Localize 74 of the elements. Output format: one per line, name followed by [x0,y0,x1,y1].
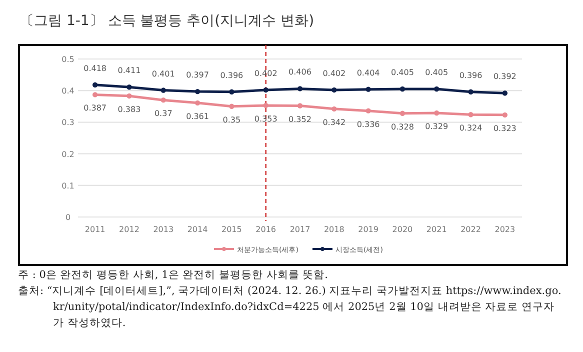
y-tick-label: 0.2 [62,150,74,159]
data-label: 0.328 [391,122,414,132]
data-label: 0.397 [186,70,209,80]
data-label: 0.353 [254,114,278,124]
point [434,86,440,92]
point [194,88,200,94]
x-tick-label: 2017 [290,225,310,234]
x-tick-label: 2015 [222,225,242,234]
point [229,89,234,94]
point [366,108,371,114]
y-tick-label: 0 [65,213,71,222]
point [468,112,474,118]
x-tick-label: 2012 [119,225,140,234]
point [297,86,303,92]
data-label: 0.324 [459,124,482,133]
data-label: 0.406 [288,68,312,77]
data-label: 0.361 [186,112,209,121]
x-tick-label: 2018 [324,225,344,234]
x-tick-label: 2022 [460,225,481,234]
x-tick-label: 2023 [494,225,516,234]
y-tick-label: 0.3 [62,118,74,128]
data-label: 0.323 [493,124,516,133]
data-label: 0.404 [356,68,380,78]
point [332,87,337,93]
x-tick-label: 2019 [358,225,378,234]
point [400,110,406,116]
point [229,104,234,109]
data-label: 0.396 [459,70,482,80]
point [297,103,303,108]
data-label: 0.405 [391,68,414,78]
data-label: 0.418 [84,64,107,73]
point [366,86,371,92]
source-note: 출처: “지니계수 [데이터세트],”, 국가데이터처 (2024. 12. 26.) 지표누리 국가발전지표 https://www.index.go.kr/unity/potal/indicator/IndexInfo.do?idxCd=4225 에서 2025년 2월 10일 내려받은 자료로 연구자가 작성하였다. [18,284,562,331]
point [92,82,98,88]
data-label: 0.352 [288,114,312,124]
x-tick-label: 2016 [256,225,276,234]
y-tick-label: 0.5 [62,55,74,64]
data-label: 0.392 [493,72,516,82]
text: 주 : 0은 완전히 평등한 사회, 1은 완전히 불평등한 사회를 뜻함. [18,268,329,283]
data-label: 0.401 [152,69,175,78]
point [400,86,406,92]
point [126,93,132,99]
point [468,89,474,94]
point [502,112,508,118]
point [263,87,268,93]
data-label: 0.411 [118,66,141,76]
data-label: 0.405 [425,68,448,78]
point [194,100,200,106]
point [263,102,268,108]
y-tick-label: 0.4 [62,86,74,96]
data-label: 0.396 [220,70,244,80]
x-tick-label: 2020 [392,225,413,234]
point [434,110,440,116]
chart-title: 〔그림 1-1〕 소득 불평등 추이(지니계수 변화) [20,12,314,30]
point [160,97,166,103]
y-tick-label: 0.1 [62,181,74,190]
data-label: 0.35 [222,115,241,124]
data-label: 0.342 [322,118,346,127]
point [126,84,132,90]
data-label: 0.383 [118,104,141,114]
data-label: 0.402 [322,68,346,78]
data-label: 0.37 [154,109,172,118]
data-label: 0.329 [425,122,448,132]
x-tick-label: 2014 [187,225,208,234]
point [332,106,337,112]
data-label: 0.387 [84,104,107,113]
x-tick-label: 2013 [153,225,174,234]
x-tick-label: 2021 [426,225,447,234]
x-tick-label: 2011 [84,225,106,234]
data-label: 0.402 [254,68,278,78]
data-label: 0.336 [356,120,380,129]
point [160,88,166,93]
point [502,90,508,96]
point [92,92,98,98]
